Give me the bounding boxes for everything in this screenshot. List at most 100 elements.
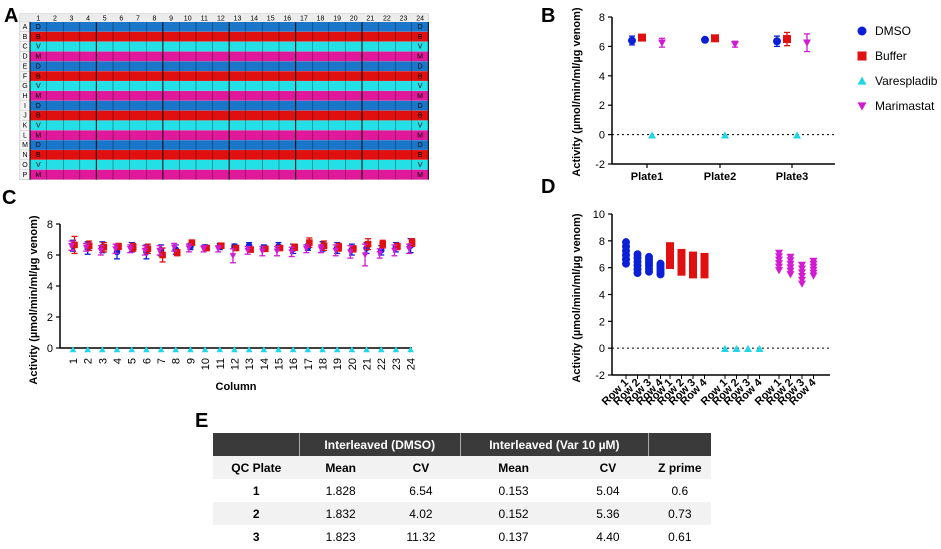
x-tick-label: Plate1 — [631, 171, 663, 183]
data-point — [112, 246, 119, 253]
x-tick-label: 10 — [200, 358, 212, 370]
data-point — [350, 245, 357, 253]
data-point — [364, 240, 372, 248]
table-cell: 1.823 — [299, 525, 382, 548]
data-point — [798, 265, 806, 273]
plate-layout: 1 2 3 4 5 6 7 8 9 10 11 12 13 14 15 16 17 18 19 20 21 22 23 24A… — [19, 13, 429, 180]
panel-label-e: E — [195, 410, 208, 432]
data-point — [347, 249, 354, 256]
plate-well-label: B — [36, 152, 41, 159]
x-tick-label: 21 — [362, 358, 374, 370]
plate-column-label: 13 — [234, 16, 242, 23]
y-axis-label: Activity (µmol/min/ml/µg venom) — [571, 213, 583, 382]
data-point — [648, 131, 656, 139]
data-point — [798, 276, 806, 285]
plate-well-label: V — [418, 123, 423, 130]
data-point — [798, 280, 806, 288]
table-header-blank — [648, 433, 711, 456]
data-point — [731, 40, 739, 49]
plate-column-label: 10 — [184, 16, 192, 23]
column-header: CV — [567, 456, 649, 479]
x-tick-label: 6 — [141, 358, 153, 364]
x-tick-label: 15 — [273, 358, 285, 370]
plate-well-label: B — [36, 34, 41, 41]
y-tick-label: 2 — [47, 312, 53, 324]
table-group-header-var: Interleaved (Var 10 µM) — [459, 433, 649, 456]
plate-row-label: G — [22, 83, 27, 90]
y-axis-label: Activity (µmol/min/ml/µg venom) — [28, 215, 40, 384]
plate-well-label: D — [418, 24, 423, 31]
plate-column-label: 22 — [383, 16, 391, 23]
data-point — [775, 249, 783, 257]
data-point — [377, 346, 385, 353]
data-point — [84, 346, 91, 353]
data-point — [711, 34, 719, 43]
data-point — [259, 248, 266, 255]
table-row: 2 1.832 4.02 0.152 5.36 0.73 — [213, 502, 711, 525]
data-point — [744, 344, 752, 353]
plate-well-label: D — [418, 63, 423, 70]
table-cell: 0.6 — [648, 479, 711, 502]
plate-column-label: 21 — [366, 16, 374, 23]
column-header: QC Plate — [213, 456, 300, 479]
plate-row-label: H — [22, 93, 27, 100]
plate-row-label: L — [23, 132, 27, 139]
plate-well-label: V — [36, 44, 41, 51]
plate-column-label: 6 — [119, 16, 123, 23]
legend-marker — [857, 51, 867, 61]
plate-row-label: I — [24, 103, 26, 110]
data-point — [245, 346, 253, 353]
y-tick-label: -2 — [595, 159, 605, 171]
x-tick-label: 9 — [185, 358, 197, 364]
plate-column-label: 19 — [333, 16, 341, 23]
data-point — [348, 346, 356, 353]
plate-column-label: 12 — [217, 16, 225, 23]
data-point — [244, 247, 251, 254]
data-point — [783, 35, 791, 44]
data-point — [71, 241, 78, 249]
y-tick-label: 0 — [599, 343, 605, 355]
plate-well-label: M — [417, 132, 423, 139]
data-point — [170, 244, 178, 251]
table-header-blank — [213, 433, 300, 456]
plate-column-label: 18 — [317, 16, 325, 23]
data-point — [159, 251, 166, 259]
x-tick-label: 3 — [97, 358, 109, 364]
x-axis-label: Column — [216, 381, 257, 393]
x-tick-label: 11 — [215, 358, 227, 369]
data-point — [335, 243, 343, 251]
y-tick-label: 4 — [599, 71, 605, 83]
data-point — [638, 33, 646, 42]
data-point — [332, 247, 340, 254]
plate-column-label: 11 — [201, 16, 208, 23]
y-tick-label: 6 — [47, 250, 53, 262]
plate-well-label: V — [36, 83, 41, 90]
data-point — [333, 346, 341, 353]
data-point — [69, 346, 77, 353]
table-cell: 6.54 — [381, 479, 461, 502]
plate-well-label: V — [418, 44, 423, 51]
data-point — [755, 344, 764, 353]
plate-row-label: D — [22, 54, 27, 61]
x-tick-label: 24 — [406, 358, 418, 370]
data-point — [100, 243, 108, 251]
data-point — [229, 253, 237, 260]
x-tick-label: 23 — [391, 358, 403, 370]
data-point — [306, 239, 313, 246]
data-point — [173, 249, 181, 256]
data-point — [273, 248, 281, 255]
table-cell: 0.137 — [460, 525, 568, 548]
plate-column-label: 5 — [103, 16, 107, 23]
y-tick-label: 6 — [599, 263, 605, 275]
data-point — [200, 246, 207, 253]
plate-well-label: M — [417, 172, 423, 179]
data-point — [288, 249, 295, 256]
legend-label-marimastat: Marimastat — [875, 99, 935, 113]
x-tick-label: 4 — [112, 358, 124, 364]
plate-well-label: B — [418, 152, 423, 159]
plate-well-label: D — [36, 142, 41, 149]
x-tick-label: 17 — [303, 358, 315, 370]
data-point — [319, 346, 326, 353]
panel-label-c: C — [2, 187, 16, 209]
legend-label-dmso: DMSO — [875, 24, 911, 38]
